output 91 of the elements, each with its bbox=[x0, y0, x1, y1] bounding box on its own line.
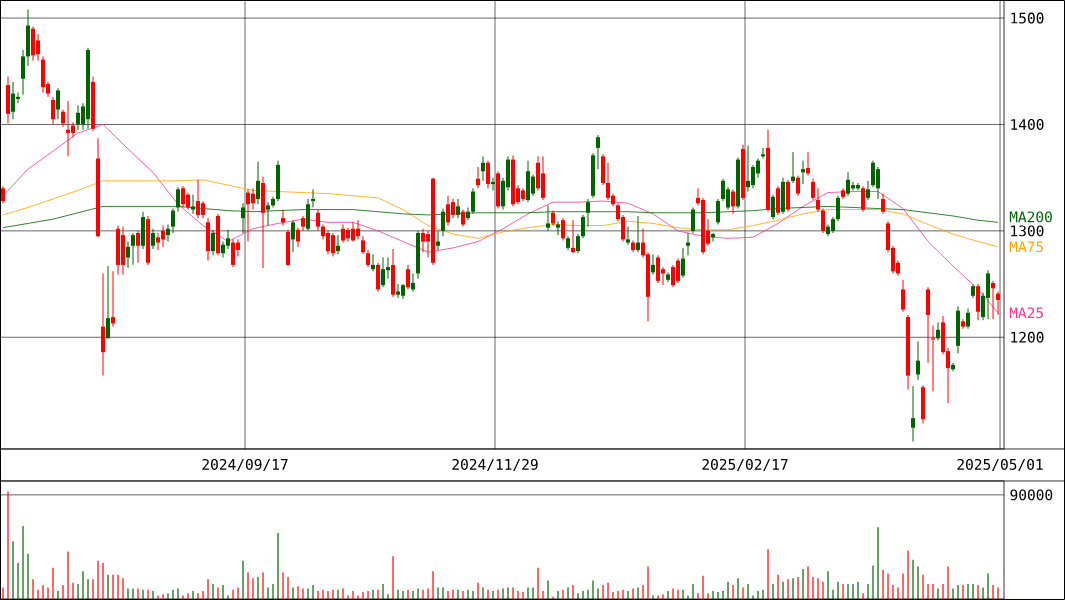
candlestick bbox=[181, 185, 186, 208]
candlestick bbox=[481, 155, 486, 182]
candlestick bbox=[866, 180, 871, 201]
x-tick-label: 2025/02/17 bbox=[702, 458, 788, 472]
candlestick bbox=[486, 160, 491, 189]
candlestick bbox=[411, 272, 416, 293]
candlestick bbox=[801, 160, 806, 185]
candlestick bbox=[56, 87, 61, 120]
candlestick bbox=[231, 238, 236, 268]
candlestick bbox=[821, 208, 826, 234]
candlestick bbox=[166, 223, 171, 243]
candlestick bbox=[396, 283, 401, 299]
candlestick bbox=[311, 188, 316, 208]
x-tick-label: 2024/09/17 bbox=[202, 458, 288, 472]
candlestick bbox=[256, 161, 261, 205]
candlestick bbox=[171, 208, 176, 234]
candlestick bbox=[846, 171, 851, 197]
candlestick bbox=[806, 151, 811, 177]
candlestick bbox=[291, 219, 296, 253]
candlestick bbox=[871, 160, 876, 188]
x-tick-label: 2024/11/29 bbox=[452, 458, 538, 472]
y-tick-label: 1400 bbox=[1011, 118, 1044, 130]
candlestick bbox=[316, 209, 321, 232]
candlestick bbox=[476, 166, 481, 189]
candlestick bbox=[671, 264, 676, 288]
candlestick bbox=[606, 162, 611, 201]
candlestick bbox=[51, 96, 56, 125]
candlestick bbox=[916, 341, 921, 381]
candlestick bbox=[881, 193, 886, 215]
candlestick bbox=[111, 270, 116, 328]
candlestick bbox=[796, 175, 801, 197]
candlestick bbox=[581, 214, 586, 239]
candlestick bbox=[21, 49, 26, 96]
line-series bbox=[2, 124, 999, 314]
y-tick-label: 1200 bbox=[1011, 331, 1044, 343]
series-label: MA200 bbox=[1009, 211, 1052, 223]
candlestick bbox=[636, 215, 641, 253]
candlestick bbox=[936, 321, 941, 341]
candlestick bbox=[931, 325, 936, 393]
candlestick bbox=[861, 185, 866, 213]
candlestick bbox=[966, 308, 971, 330]
candlestick bbox=[11, 81, 16, 120]
candlestick bbox=[651, 253, 656, 275]
candlestick bbox=[436, 230, 441, 251]
candlestick bbox=[901, 279, 906, 313]
candlestick bbox=[991, 280, 996, 320]
candlestick bbox=[556, 220, 561, 236]
candlestick bbox=[561, 217, 566, 241]
candlestick bbox=[596, 134, 601, 170]
candlestick bbox=[571, 219, 576, 254]
candlestick bbox=[381, 256, 386, 288]
candlestick bbox=[156, 232, 161, 251]
candlestick bbox=[76, 104, 81, 131]
candlestick bbox=[296, 227, 301, 248]
candlestick bbox=[281, 209, 286, 227]
candlestick bbox=[576, 233, 581, 254]
candlestick bbox=[811, 178, 816, 201]
candlestick bbox=[341, 223, 346, 244]
candlestick bbox=[446, 195, 451, 227]
candlestick bbox=[761, 147, 766, 160]
candlestick bbox=[246, 188, 251, 243]
candlestick bbox=[996, 291, 1001, 316]
candlestick bbox=[656, 254, 661, 284]
candlestick bbox=[816, 187, 821, 213]
candlestick bbox=[626, 226, 631, 246]
candlestick bbox=[791, 151, 796, 184]
candlestick bbox=[911, 385, 916, 443]
candlestick bbox=[361, 235, 366, 255]
candlestick bbox=[686, 232, 691, 256]
candlestick bbox=[151, 228, 156, 250]
y-tick-label: 1300 bbox=[1011, 225, 1044, 237]
candlestick bbox=[131, 232, 136, 266]
candlestick bbox=[746, 145, 751, 192]
candlestick bbox=[711, 232, 716, 243]
candlestick bbox=[136, 230, 141, 264]
series-label: MA25 bbox=[1009, 307, 1043, 319]
candlestick bbox=[126, 241, 131, 269]
x-tick-label: 2025/05/01 bbox=[957, 458, 1043, 472]
y-tick-label: 90000 bbox=[1010, 489, 1053, 501]
candlestick bbox=[211, 229, 216, 256]
candlestick bbox=[371, 253, 376, 272]
series-label: MA75 bbox=[1009, 241, 1043, 253]
candlestick bbox=[681, 247, 686, 279]
candlestick bbox=[106, 265, 111, 339]
y-tick-label: 1500 bbox=[1011, 12, 1044, 24]
candlestick bbox=[196, 179, 201, 219]
candlestick bbox=[421, 228, 426, 253]
candlestick bbox=[66, 100, 71, 157]
candlestick bbox=[731, 188, 736, 215]
candlestick bbox=[406, 264, 411, 290]
candlestick bbox=[336, 234, 341, 255]
